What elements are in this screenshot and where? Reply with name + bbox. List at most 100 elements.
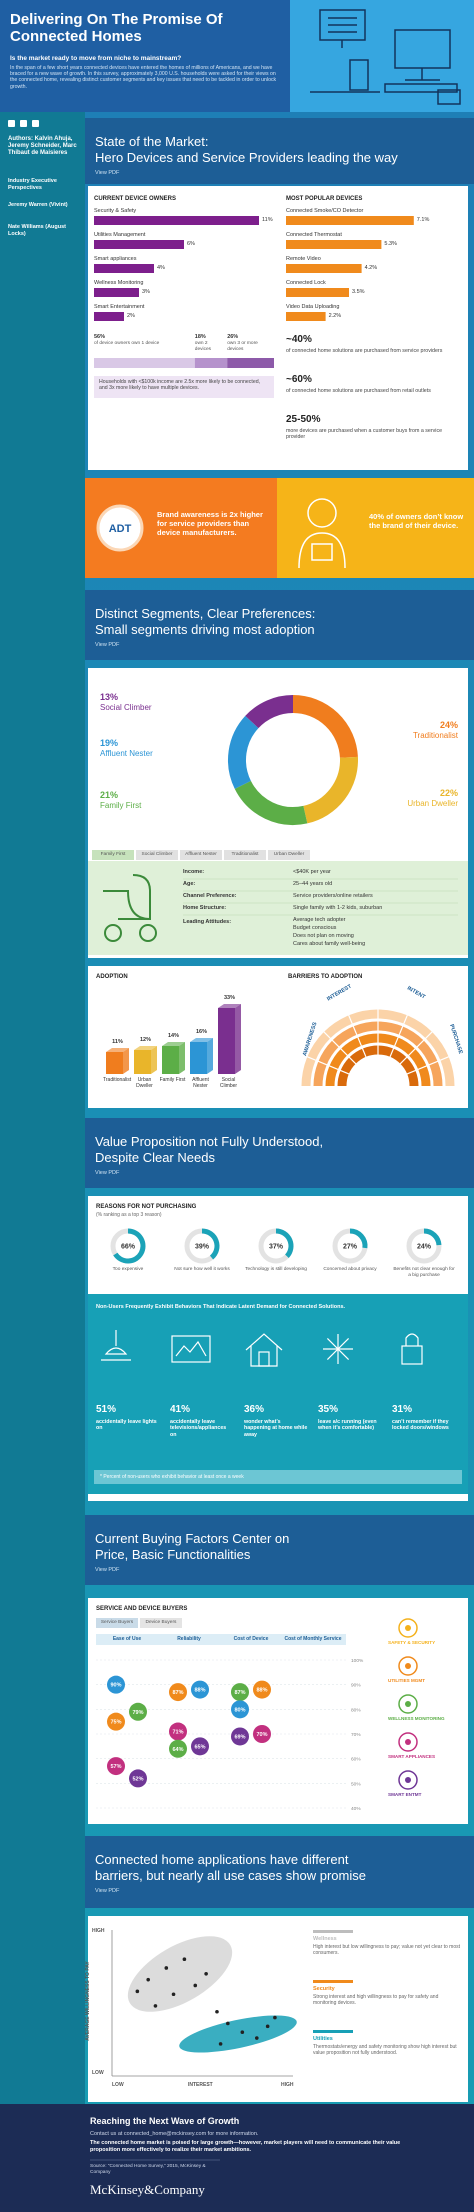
behavior-value: 51% <box>96 1404 117 1415</box>
segment-name: Affluent Nester <box>100 749 153 758</box>
awareness: Brand awareness is 2x higher for service… <box>157 510 263 537</box>
bar-label: Wellness Monitoring <box>94 280 144 286</box>
expert: Nate Williams (August Locks) <box>8 224 67 237</box>
footer: Reaching the Next Wave of Growth Contact … <box>0 2104 474 2212</box>
reason-text: Not sure how well it works <box>174 1267 230 1272</box>
bar-value: 4.2% <box>364 265 378 271</box>
tab[interactable]: Family First <box>92 850 134 860</box>
stroller-icon <box>103 874 151 921</box>
bar <box>162 1046 179 1074</box>
behavior-text: can’t remember if they locked doors/wind… <box>392 1419 449 1432</box>
point <box>255 2036 259 2040</box>
count-label: 26% <box>227 334 239 340</box>
stat-text: of connected home solutions are purchase… <box>286 348 443 354</box>
legend-label: SMART APPLIANCES <box>388 1754 436 1759</box>
segment-value: 24% <box>439 720 458 730</box>
tab[interactable]: Service Buyers <box>96 1618 138 1628</box>
heading-line: Value Proposition not Fully Understood, <box>95 1134 324 1149</box>
bar <box>94 288 139 297</box>
tab[interactable]: Urban Dweller <box>268 850 310 860</box>
segment-name: Urban Dweller <box>407 799 458 808</box>
bar-name: Affluent Nester <box>192 1077 209 1089</box>
section-heading: Distinct Segments, Clear Preferences: Sma… <box>85 590 474 660</box>
bar <box>286 240 382 249</box>
reason-text: Benefits not clear enough for a big purc… <box>393 1267 455 1278</box>
section-title: ADOPTION <box>96 974 128 980</box>
intro: In the span of a few short years connect… <box>10 65 277 90</box>
segment-name: Family First <box>100 801 142 810</box>
section-title: SERVICE AND DEVICE BUYERS <box>96 1606 188 1612</box>
legend-icon <box>398 1770 418 1790</box>
stroller-icon <box>139 924 157 942</box>
heading-line: Distinct Segments, Clear Preferences: <box>95 606 316 621</box>
bubble-label: 64% <box>172 1747 183 1753</box>
bar-value: 14% <box>167 1033 179 1039</box>
donut-segment <box>234 780 308 825</box>
arc-spoke <box>386 1013 409 1065</box>
cluster <box>179 2015 297 2053</box>
footnote: * Percent of non-users who exhibit behav… <box>100 1474 244 1480</box>
profile-key: Age: <box>183 881 196 887</box>
segment-value: 22% <box>439 788 458 798</box>
icon <box>245 1333 283 1367</box>
legend-icon <box>398 1694 418 1714</box>
bar-value: 4% <box>157 265 165 271</box>
column-name: Reliability <box>177 1636 201 1642</box>
bubble <box>107 1757 125 1776</box>
heading-line: State of the Market: <box>95 134 209 149</box>
profile-key: Home Structure: <box>183 905 227 911</box>
social-icon <box>8 120 15 127</box>
tab[interactable]: Device Buyers <box>140 1618 182 1628</box>
stat-text: more devices are purchased when a custom… <box>286 428 443 441</box>
donut-label: 37% <box>269 1244 284 1251</box>
bar-value: 2.2% <box>328 313 342 319</box>
bar-name: Traditionalist <box>103 1077 132 1083</box>
y-tick-label: 90% <box>351 1683 361 1689</box>
bubble <box>107 1712 125 1731</box>
bubble-label: 75% <box>110 1720 121 1726</box>
donut-label: 24% <box>417 1244 432 1251</box>
tab[interactable]: Traditionalist <box>224 850 266 860</box>
bubble-label: 87% <box>172 1690 183 1696</box>
behavior-text: leave a/c running (even when it’s comfor… <box>318 1419 377 1432</box>
buying-panel: 100% 90% 80% 70% 60% 50% 40% 90% 79% 75% 52% 57% 87%… <box>88 1598 468 1824</box>
tab-label: Affluent Nester <box>185 852 217 857</box>
graphics <box>228 695 358 825</box>
profile-value: Cares about family well-being <box>293 941 366 947</box>
legend-dot <box>405 1663 411 1669</box>
bar-value: 12% <box>139 1037 151 1043</box>
bar-value: 3.5% <box>352 289 365 295</box>
bar <box>106 1052 123 1074</box>
donut-segment <box>292 695 358 759</box>
tab[interactable]: Social Climber <box>136 850 178 860</box>
icon <box>326 1337 350 1361</box>
behavior-value: 31% <box>392 1404 413 1415</box>
unknown: 40% of owners don’t know the brand of th… <box>369 512 464 530</box>
point <box>164 1966 169 1970</box>
bubble <box>231 1683 249 1702</box>
behavior-text: accidentally leave televisions/appliance… <box>170 1419 227 1438</box>
bar-label: Remote Video <box>286 256 321 262</box>
bar-value: 16% <box>195 1029 207 1035</box>
tab[interactable]: Affluent Nester <box>180 850 222 860</box>
heading-line: Current Buying Factors Center on <box>95 1531 290 1546</box>
bar-label: Utilities Management <box>94 232 146 238</box>
heading-line: Connected home applications have differe… <box>95 1852 349 1867</box>
point <box>215 2009 219 2014</box>
behavior-value: 36% <box>244 1404 265 1415</box>
person-icon <box>307 498 337 528</box>
tab-label: Social Climber <box>141 852 173 857</box>
donut-arc <box>275 1228 294 1258</box>
donut-arc <box>113 1228 146 1264</box>
note-title: Utilities <box>313 2036 333 2042</box>
bubble <box>231 1727 249 1746</box>
bar-value: 2% <box>127 313 135 319</box>
cluster <box>127 1936 233 2012</box>
heading-line: barriers, but nearly all use cases show … <box>95 1868 366 1883</box>
reason-text: Technology is still developing <box>245 1267 307 1272</box>
bar-top <box>162 1042 185 1046</box>
bubble-label: 90% <box>110 1683 121 1689</box>
point <box>218 2042 223 2046</box>
tab-label: Urban Dweller <box>273 852 305 857</box>
bar <box>286 216 414 225</box>
